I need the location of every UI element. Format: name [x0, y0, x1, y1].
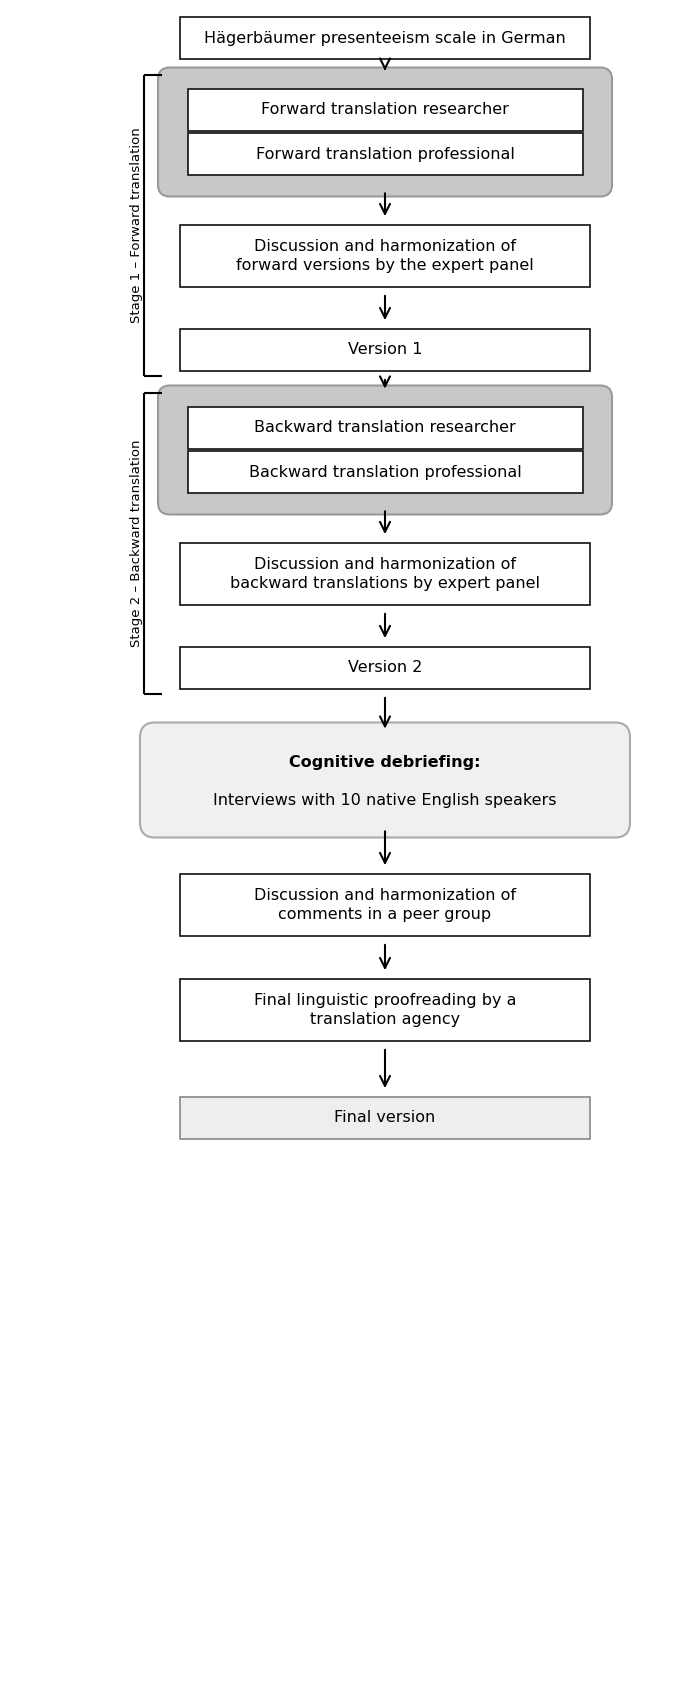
Bar	[188, 89, 582, 131]
Text: Final linguistic proofreading by a
translation agency: Final linguistic proofreading by a trans…	[253, 992, 516, 1028]
Text: Final version: Final version	[334, 1110, 436, 1125]
Text: Discussion and harmonization of
backward translations by expert panel: Discussion and harmonization of backward…	[230, 557, 540, 592]
Text: Interviews with 10 native English speakers: Interviews with 10 native English speake…	[213, 792, 557, 807]
Bar	[180, 225, 590, 288]
Bar	[180, 330, 590, 372]
Text: Forward translation professional: Forward translation professional	[256, 146, 514, 161]
Text: Cognitive debriefing:: Cognitive debriefing:	[289, 755, 481, 770]
Text: Version 1: Version 1	[348, 343, 422, 358]
Text: Discussion and harmonization of
forward versions by the expert panel: Discussion and harmonization of forward …	[236, 239, 534, 274]
FancyBboxPatch shape	[158, 67, 612, 197]
FancyBboxPatch shape	[140, 723, 630, 838]
Bar	[180, 543, 590, 606]
Text: Discussion and harmonization of
comments in a peer group: Discussion and harmonization of comments…	[254, 888, 516, 922]
FancyBboxPatch shape	[158, 385, 612, 515]
Text: Hägerbäumer presenteeism scale in German: Hägerbäumer presenteeism scale in German	[204, 30, 566, 45]
Bar	[180, 1097, 590, 1139]
Text: Backward translation researcher: Backward translation researcher	[254, 420, 516, 436]
Text: Backward translation professional: Backward translation professional	[249, 464, 521, 479]
Bar	[188, 407, 582, 449]
Bar	[188, 133, 582, 175]
Text: Version 2: Version 2	[348, 661, 422, 676]
Bar	[180, 17, 590, 59]
Text: Stage 2 – Backward translation: Stage 2 – Backward translation	[129, 439, 142, 648]
Bar	[180, 648, 590, 690]
Bar	[180, 875, 590, 935]
Bar	[188, 451, 582, 493]
Bar	[180, 979, 590, 1041]
Text: Forward translation researcher: Forward translation researcher	[261, 103, 509, 118]
Text: Stage 1 – Forward translation: Stage 1 – Forward translation	[129, 128, 142, 323]
